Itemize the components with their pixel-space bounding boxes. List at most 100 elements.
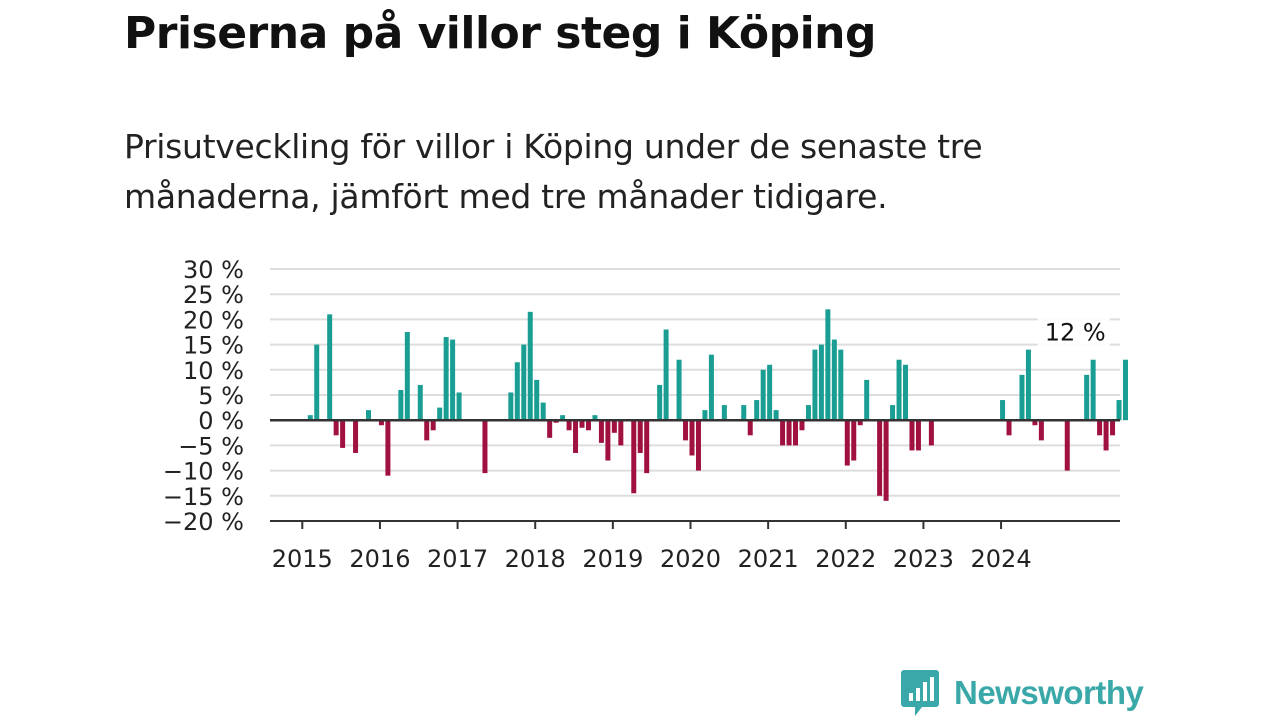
bar-2020-10 (747, 420, 753, 436)
bar-2020-02 (695, 420, 701, 471)
chart-title: Priserna på villor steg i Köping (124, 8, 877, 59)
bar-2018-03 (547, 420, 553, 438)
x-tick-label: 2016 (349, 545, 410, 573)
bar-2024-07 (1038, 420, 1044, 441)
bar-undefined (1116, 400, 1122, 421)
bar-2022-06 (877, 420, 883, 496)
x-tick-label: 2023 (893, 545, 954, 573)
bar-2019-01 (611, 420, 617, 433)
bar-2022-03 (857, 420, 863, 426)
x-tick-label: 2024 (971, 545, 1032, 573)
newsworthy-logo: Newsworthy (900, 668, 1144, 718)
bar-2019-04 (631, 420, 637, 494)
y-tick-label: 25 % (183, 281, 244, 309)
bar-2024-02 (1006, 420, 1012, 436)
bar-2024-06 (1032, 420, 1038, 426)
bar-2015-11 (366, 410, 371, 421)
bar-2019-12 (683, 420, 689, 441)
bar-2018-11 (598, 420, 604, 443)
bar-2015-06 (333, 420, 339, 436)
bar-2020-01 (689, 420, 695, 456)
bar-2021-04 (786, 420, 792, 446)
bar-2019-06 (644, 420, 650, 474)
bar-undefined (1122, 359, 1128, 421)
bar-2021-09 (818, 344, 824, 421)
bar-2022-07 (883, 420, 889, 501)
bar-2019-11 (676, 359, 682, 421)
bar-2021-06 (799, 420, 805, 431)
bar-2015-05 (327, 314, 333, 421)
bar-2018-12 (605, 420, 611, 461)
bar-2016-11 (443, 337, 449, 421)
bar-2022-04 (864, 379, 870, 421)
bar-2018-08 (579, 420, 585, 428)
bar-2016-07 (417, 384, 423, 421)
bar-2016-01 (378, 420, 384, 426)
bar-2016-02 (385, 420, 391, 476)
bar-2016-08 (424, 420, 430, 441)
bar-2022-09 (896, 359, 902, 421)
bar-2019-08 (657, 384, 663, 421)
bar-2018-06 (566, 420, 572, 431)
bar-2018-01 (534, 379, 540, 421)
bar-2022-01 (844, 420, 850, 466)
bar-2016-10 (437, 407, 443, 421)
grid-lines (270, 268, 1120, 497)
y-tick-label: 30 % (183, 256, 244, 284)
x-tick-label: 2021 (738, 545, 799, 573)
x-tick-label: 2019 (582, 545, 643, 573)
annotation-background (1037, 315, 1110, 350)
bar-2021-01 (767, 364, 773, 421)
bar-undefined (1090, 359, 1096, 421)
bar-2017-11 (521, 344, 527, 421)
bar-2015-02 (307, 415, 313, 421)
x-tick-label: 2022 (815, 545, 876, 573)
y-tick-label: −5 % (178, 432, 244, 460)
bar-2024-04 (1019, 374, 1025, 421)
bar-2018-10 (592, 415, 598, 421)
bar-2017-09 (508, 392, 514, 421)
axes (270, 418, 1120, 529)
x-tick-label: 2020 (660, 545, 721, 573)
x-tick-label: 2018 (505, 545, 566, 573)
bar-2023-02 (928, 420, 934, 446)
y-tick-label: −10 % (163, 458, 244, 486)
bar-2021-10 (825, 309, 831, 421)
bar-2022-08 (890, 405, 896, 421)
x-tick-label: 2015 (272, 545, 333, 573)
bar-2016-09 (430, 420, 436, 431)
bar-undefined (1103, 420, 1109, 451)
y-tick-label: 10 % (183, 357, 244, 385)
bar-2021-03 (780, 420, 786, 446)
bar-2018-09 (585, 420, 591, 431)
bar-2021-12 (838, 349, 844, 421)
bar-2018-07 (573, 420, 579, 453)
bar-undefined (1110, 420, 1116, 436)
bar-2016-04 (398, 389, 404, 421)
bar-2016-05 (404, 332, 410, 421)
bar-2021-05 (793, 420, 799, 446)
bar-2018-02 (540, 402, 546, 421)
bar-2017-10 (514, 362, 520, 421)
bar-2024-11 (1064, 420, 1070, 471)
bar-2022-02 (851, 420, 857, 461)
bar-2021-11 (831, 339, 837, 421)
newsworthy-logo-text: Newsworthy (954, 674, 1144, 711)
bar-chart: −20 %−15 %−10 %−5 %0 %5 %10 %15 %20 %25 … (163, 256, 1128, 573)
bar-2021-08 (812, 349, 818, 421)
bar-2017-12 (527, 311, 533, 421)
bar-2015-07 (340, 420, 346, 448)
bar-2020-12 (760, 369, 766, 421)
latest-value-annotation: 12 % (1045, 319, 1106, 347)
bar-2019-09 (663, 329, 669, 421)
y-tick-label: 5 % (198, 382, 244, 410)
bar-2020-11 (754, 400, 760, 421)
bar-2019-02 (618, 420, 624, 446)
chart-subtitle: Prisutveckling för villor i Köping under… (124, 127, 983, 216)
bar-2017-05 (482, 420, 488, 474)
bar-2021-02 (773, 410, 779, 421)
bar-2022-10 (903, 364, 909, 421)
y-tick-label: 15 % (183, 332, 244, 360)
y-tick-label: −15 % (163, 483, 244, 511)
bar-2024-01 (1000, 400, 1006, 421)
